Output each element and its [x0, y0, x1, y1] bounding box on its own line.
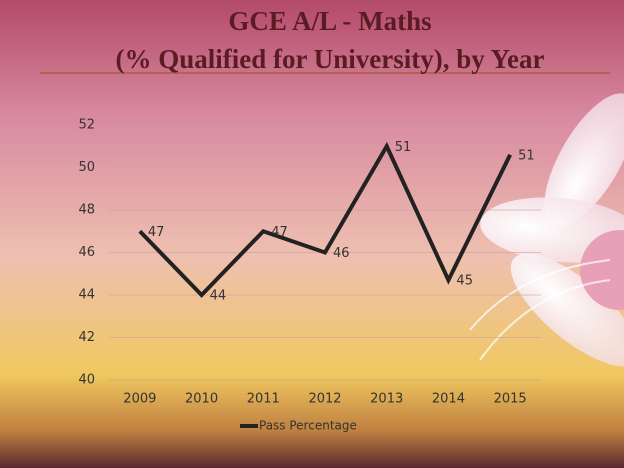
- data-label: 51: [395, 140, 412, 155]
- y-tick-label: 40: [78, 373, 95, 388]
- x-tick-label: 2009: [123, 392, 156, 407]
- y-tick-label: 44: [78, 288, 95, 303]
- chart-title: GCE A/L - Maths: [228, 6, 431, 36]
- legend-label: Pass Percentage: [259, 419, 357, 433]
- x-tick-label: 2015: [494, 392, 527, 407]
- x-tick-label: 2011: [247, 392, 280, 407]
- data-label: 47: [271, 225, 288, 240]
- y-tick-label: 50: [78, 160, 95, 175]
- x-tick-label: 2013: [370, 392, 403, 407]
- x-tick-label: 2014: [432, 392, 465, 407]
- y-tick-label: 42: [78, 330, 95, 345]
- data-label: 46: [333, 246, 350, 261]
- y-tick-label: 48: [78, 203, 95, 218]
- data-label: 45: [456, 274, 473, 289]
- data-label: 47: [148, 225, 165, 240]
- data-label: 44: [210, 289, 227, 304]
- x-tick-label: 2010: [185, 392, 218, 407]
- chart-subtitle: (% Qualified for University), by Year: [116, 44, 545, 74]
- chart: GCE A/L - Maths (% Qualified for Univers…: [0, 0, 624, 468]
- x-tick-label: 2012: [308, 392, 341, 407]
- y-tick-label: 46: [78, 245, 95, 260]
- data-label: 51: [518, 148, 535, 163]
- y-tick-label: 52: [78, 118, 95, 133]
